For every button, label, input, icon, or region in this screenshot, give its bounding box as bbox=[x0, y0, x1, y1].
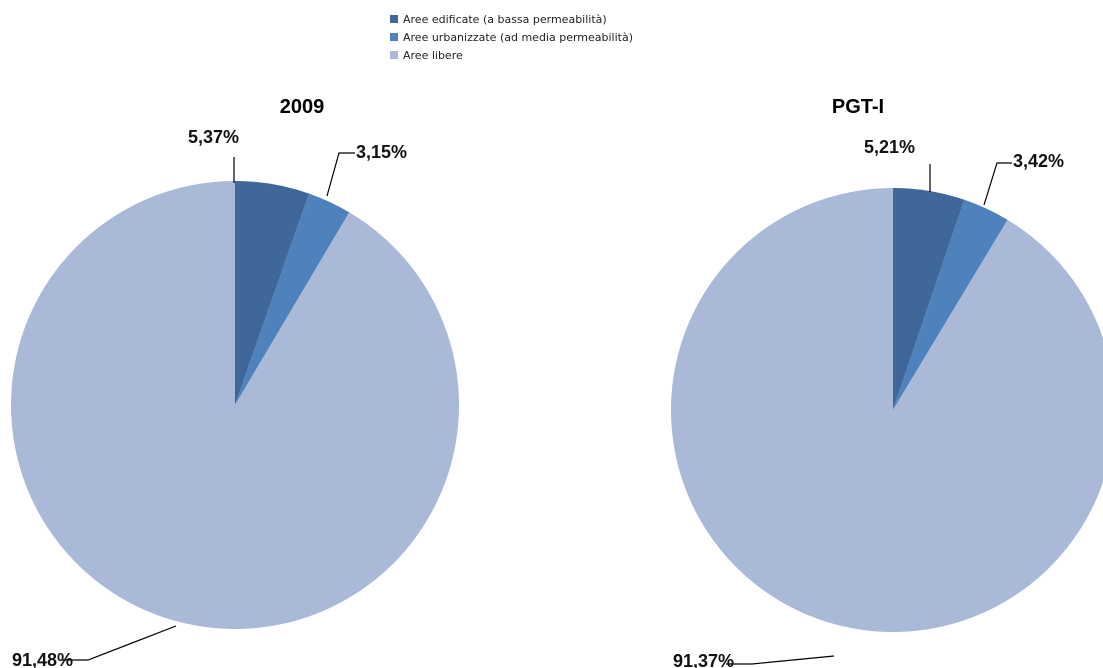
leader-line bbox=[327, 153, 355, 196]
leader-line bbox=[984, 163, 1012, 205]
chart-title: PGT-I bbox=[832, 96, 884, 118]
data-label: 91,48% bbox=[12, 650, 73, 668]
data-label: 3,42% bbox=[1013, 151, 1064, 171]
data-label: 3,15% bbox=[356, 142, 407, 162]
data-label: 5,21% bbox=[864, 137, 915, 157]
leader-line bbox=[726, 656, 834, 664]
chart-title: 2009 bbox=[280, 96, 325, 118]
pie-chart-2009: 2009 5,37% 3,15% 91,48% bbox=[11, 96, 459, 668]
data-label: 91,37% bbox=[673, 651, 734, 668]
leader-line bbox=[62, 626, 176, 660]
data-label: 5,37% bbox=[188, 127, 239, 147]
pie-chart-pgt-i: PGT-I 5,21% 3,42% 91,37% bbox=[671, 96, 1103, 668]
pie-slice bbox=[671, 188, 1103, 632]
